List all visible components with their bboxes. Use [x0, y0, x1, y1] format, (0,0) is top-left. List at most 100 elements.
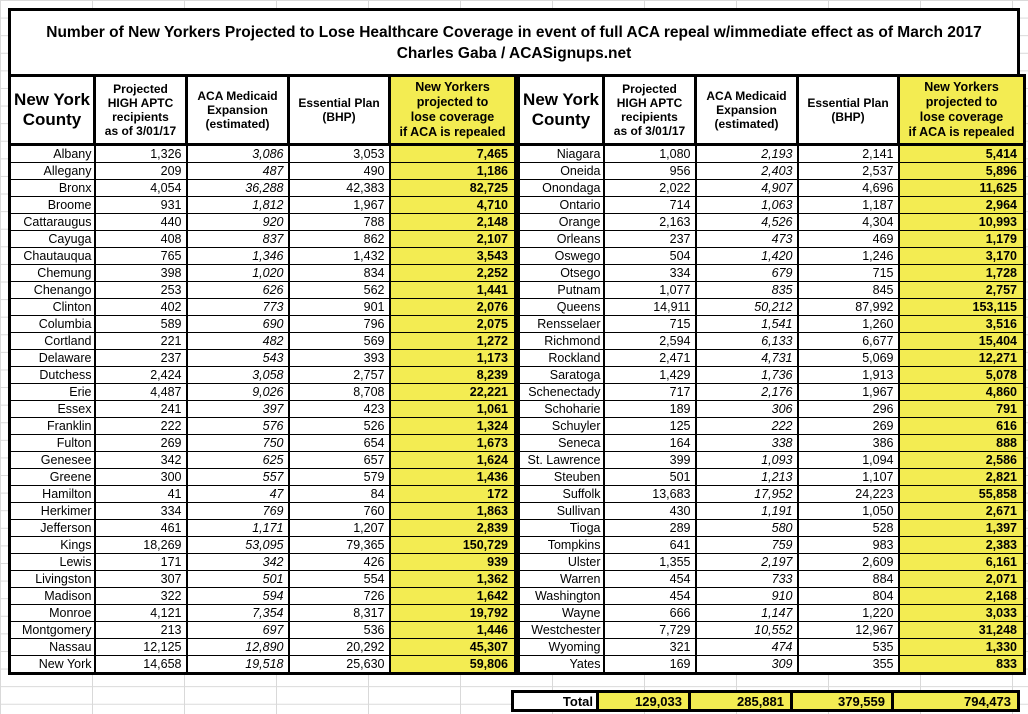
county-row: Oneida 956 2,403 2,537 5,896 [517, 162, 1026, 180]
lose-coverage-cell: 59,806 [388, 655, 517, 674]
lose-coverage-cell: 2,071 [897, 570, 1026, 588]
essential-plan-cell: 79,365 [287, 536, 391, 554]
county-row: Herkimer 334 769 760 1,863 [8, 502, 517, 520]
county-row: Erie 4,487 9,026 8,708 22,221 [8, 383, 517, 401]
county-row: Clinton 402 773 901 2,076 [8, 298, 517, 316]
county-row: Delaware 237 543 393 1,173 [8, 349, 517, 367]
county-cell: Chemung [8, 264, 96, 282]
county-row: Wayne 666 1,147 1,220 3,033 [517, 604, 1026, 622]
aptc-cell: 1,355 [602, 553, 697, 571]
essential-plan-cell: 1,187 [796, 196, 900, 214]
county-cell: Bronx [8, 179, 96, 197]
essential-plan-cell: 884 [796, 570, 900, 588]
county-cell: Washington [517, 587, 605, 605]
county-row: Queens 14,911 50,212 87,992 153,115 [517, 298, 1026, 316]
essential-plan-cell: 760 [287, 502, 391, 520]
lose-coverage-cell: 3,516 [897, 315, 1026, 333]
county-row: Kings 18,269 53,095 79,365 150,729 [8, 536, 517, 554]
essential-plan-cell: 796 [287, 315, 391, 333]
lose-coverage-cell: 11,625 [897, 179, 1026, 197]
county-row: Cayuga 408 837 862 2,107 [8, 230, 517, 248]
aptc-cell: 666 [602, 604, 697, 622]
essential-plan-cell: 526 [287, 417, 391, 435]
essential-plan-cell: 1,967 [287, 196, 391, 214]
county-row: Lewis 171 342 426 939 [8, 553, 517, 571]
lose-coverage-cell: 45,307 [388, 638, 517, 656]
aptc-cell: 125 [602, 417, 697, 435]
essential-plan-cell: 296 [796, 400, 900, 418]
county-row: Schenectady 717 2,176 1,967 4,860 [517, 383, 1026, 401]
medicaid-cell: 625 [185, 451, 290, 469]
medicaid-cell: 7,354 [185, 604, 290, 622]
county-row: Bronx 4,054 36,288 42,383 82,725 [8, 179, 517, 197]
lose-coverage-cell: 3,170 [897, 247, 1026, 265]
lose-coverage-cell: 2,148 [388, 213, 517, 231]
aptc-cell: 253 [93, 281, 188, 299]
county-table-left: New York County Projected HIGH APTC reci… [8, 74, 517, 675]
county-cell: Chautauqua [8, 247, 96, 265]
total-lose-coverage: 794,473 [891, 690, 1020, 712]
county-cell: Saratoga [517, 366, 605, 384]
county-row: Orange 2,163 4,526 4,304 10,993 [517, 213, 1026, 231]
total-medicaid: 285,881 [688, 690, 793, 712]
lose-coverage-cell: 82,725 [388, 179, 517, 197]
medicaid-cell: 837 [185, 230, 290, 248]
county-row: Onondaga 2,022 4,907 4,696 11,625 [517, 179, 1026, 197]
essential-plan-cell: 469 [796, 230, 900, 248]
medicaid-cell: 769 [185, 502, 290, 520]
medicaid-cell: 397 [185, 400, 290, 418]
header-county: New York County [517, 74, 605, 146]
medicaid-cell: 4,526 [694, 213, 799, 231]
county-cell: Dutchess [8, 366, 96, 384]
lose-coverage-cell: 2,252 [388, 264, 517, 282]
medicaid-cell: 626 [185, 281, 290, 299]
county-row: Richmond 2,594 6,133 6,677 15,404 [517, 332, 1026, 350]
county-cell: Oswego [517, 247, 605, 265]
lose-coverage-cell: 1,186 [388, 162, 517, 180]
header-aptc: Projected HIGH APTC recipients as of 3/0… [602, 74, 697, 146]
county-cell: Nassau [8, 638, 96, 656]
medicaid-cell: 910 [694, 587, 799, 605]
essential-plan-cell: 24,223 [796, 485, 900, 503]
medicaid-cell: 9,026 [185, 383, 290, 401]
lose-coverage-cell: 833 [897, 655, 1026, 674]
county-cell: Cattaraugus [8, 213, 96, 231]
county-cell: Onondaga [517, 179, 605, 197]
essential-plan-cell: 269 [796, 417, 900, 435]
medicaid-cell: 6,133 [694, 332, 799, 350]
county-cell: Schuyler [517, 417, 605, 435]
aptc-cell: 402 [93, 298, 188, 316]
county-cell: Sullivan [517, 502, 605, 520]
aptc-cell: 454 [602, 570, 697, 588]
county-cell: Albany [8, 144, 96, 163]
county-cell: Richmond [517, 332, 605, 350]
medicaid-cell: 4,731 [694, 349, 799, 367]
lose-coverage-cell: 3,543 [388, 247, 517, 265]
lose-coverage-cell: 19,792 [388, 604, 517, 622]
county-row: Cattaraugus 440 920 788 2,148 [8, 213, 517, 231]
medicaid-cell: 1,346 [185, 247, 290, 265]
medicaid-cell: 309 [694, 655, 799, 674]
aptc-cell: 164 [602, 434, 697, 452]
lose-coverage-cell: 3,033 [897, 604, 1026, 622]
essential-plan-cell: 715 [796, 264, 900, 282]
county-row: Yates 169 309 355 833 [517, 655, 1026, 674]
essential-plan-cell: 4,304 [796, 213, 900, 231]
essential-plan-cell: 84 [287, 485, 391, 503]
essential-plan-cell: 8,708 [287, 383, 391, 401]
essential-plan-cell: 393 [287, 349, 391, 367]
essential-plan-cell: 901 [287, 298, 391, 316]
lose-coverage-cell: 2,586 [897, 451, 1026, 469]
county-row: Oswego 504 1,420 1,246 3,170 [517, 247, 1026, 265]
aptc-cell: 269 [93, 434, 188, 452]
aptc-cell: 430 [602, 502, 697, 520]
essential-plan-cell: 20,292 [287, 638, 391, 656]
county-row: Fulton 269 750 654 1,673 [8, 434, 517, 452]
total-table: Total 129,033 285,881 379,559 794,473 [511, 690, 1020, 712]
aptc-cell: 2,163 [602, 213, 697, 231]
county-row: Otsego 334 679 715 1,728 [517, 264, 1026, 282]
aptc-cell: 4,487 [93, 383, 188, 401]
total-row: Total 129,033 285,881 379,559 794,473 [8, 690, 1020, 712]
county-row: Schoharie 189 306 296 791 [517, 400, 1026, 418]
aptc-cell: 717 [602, 383, 697, 401]
